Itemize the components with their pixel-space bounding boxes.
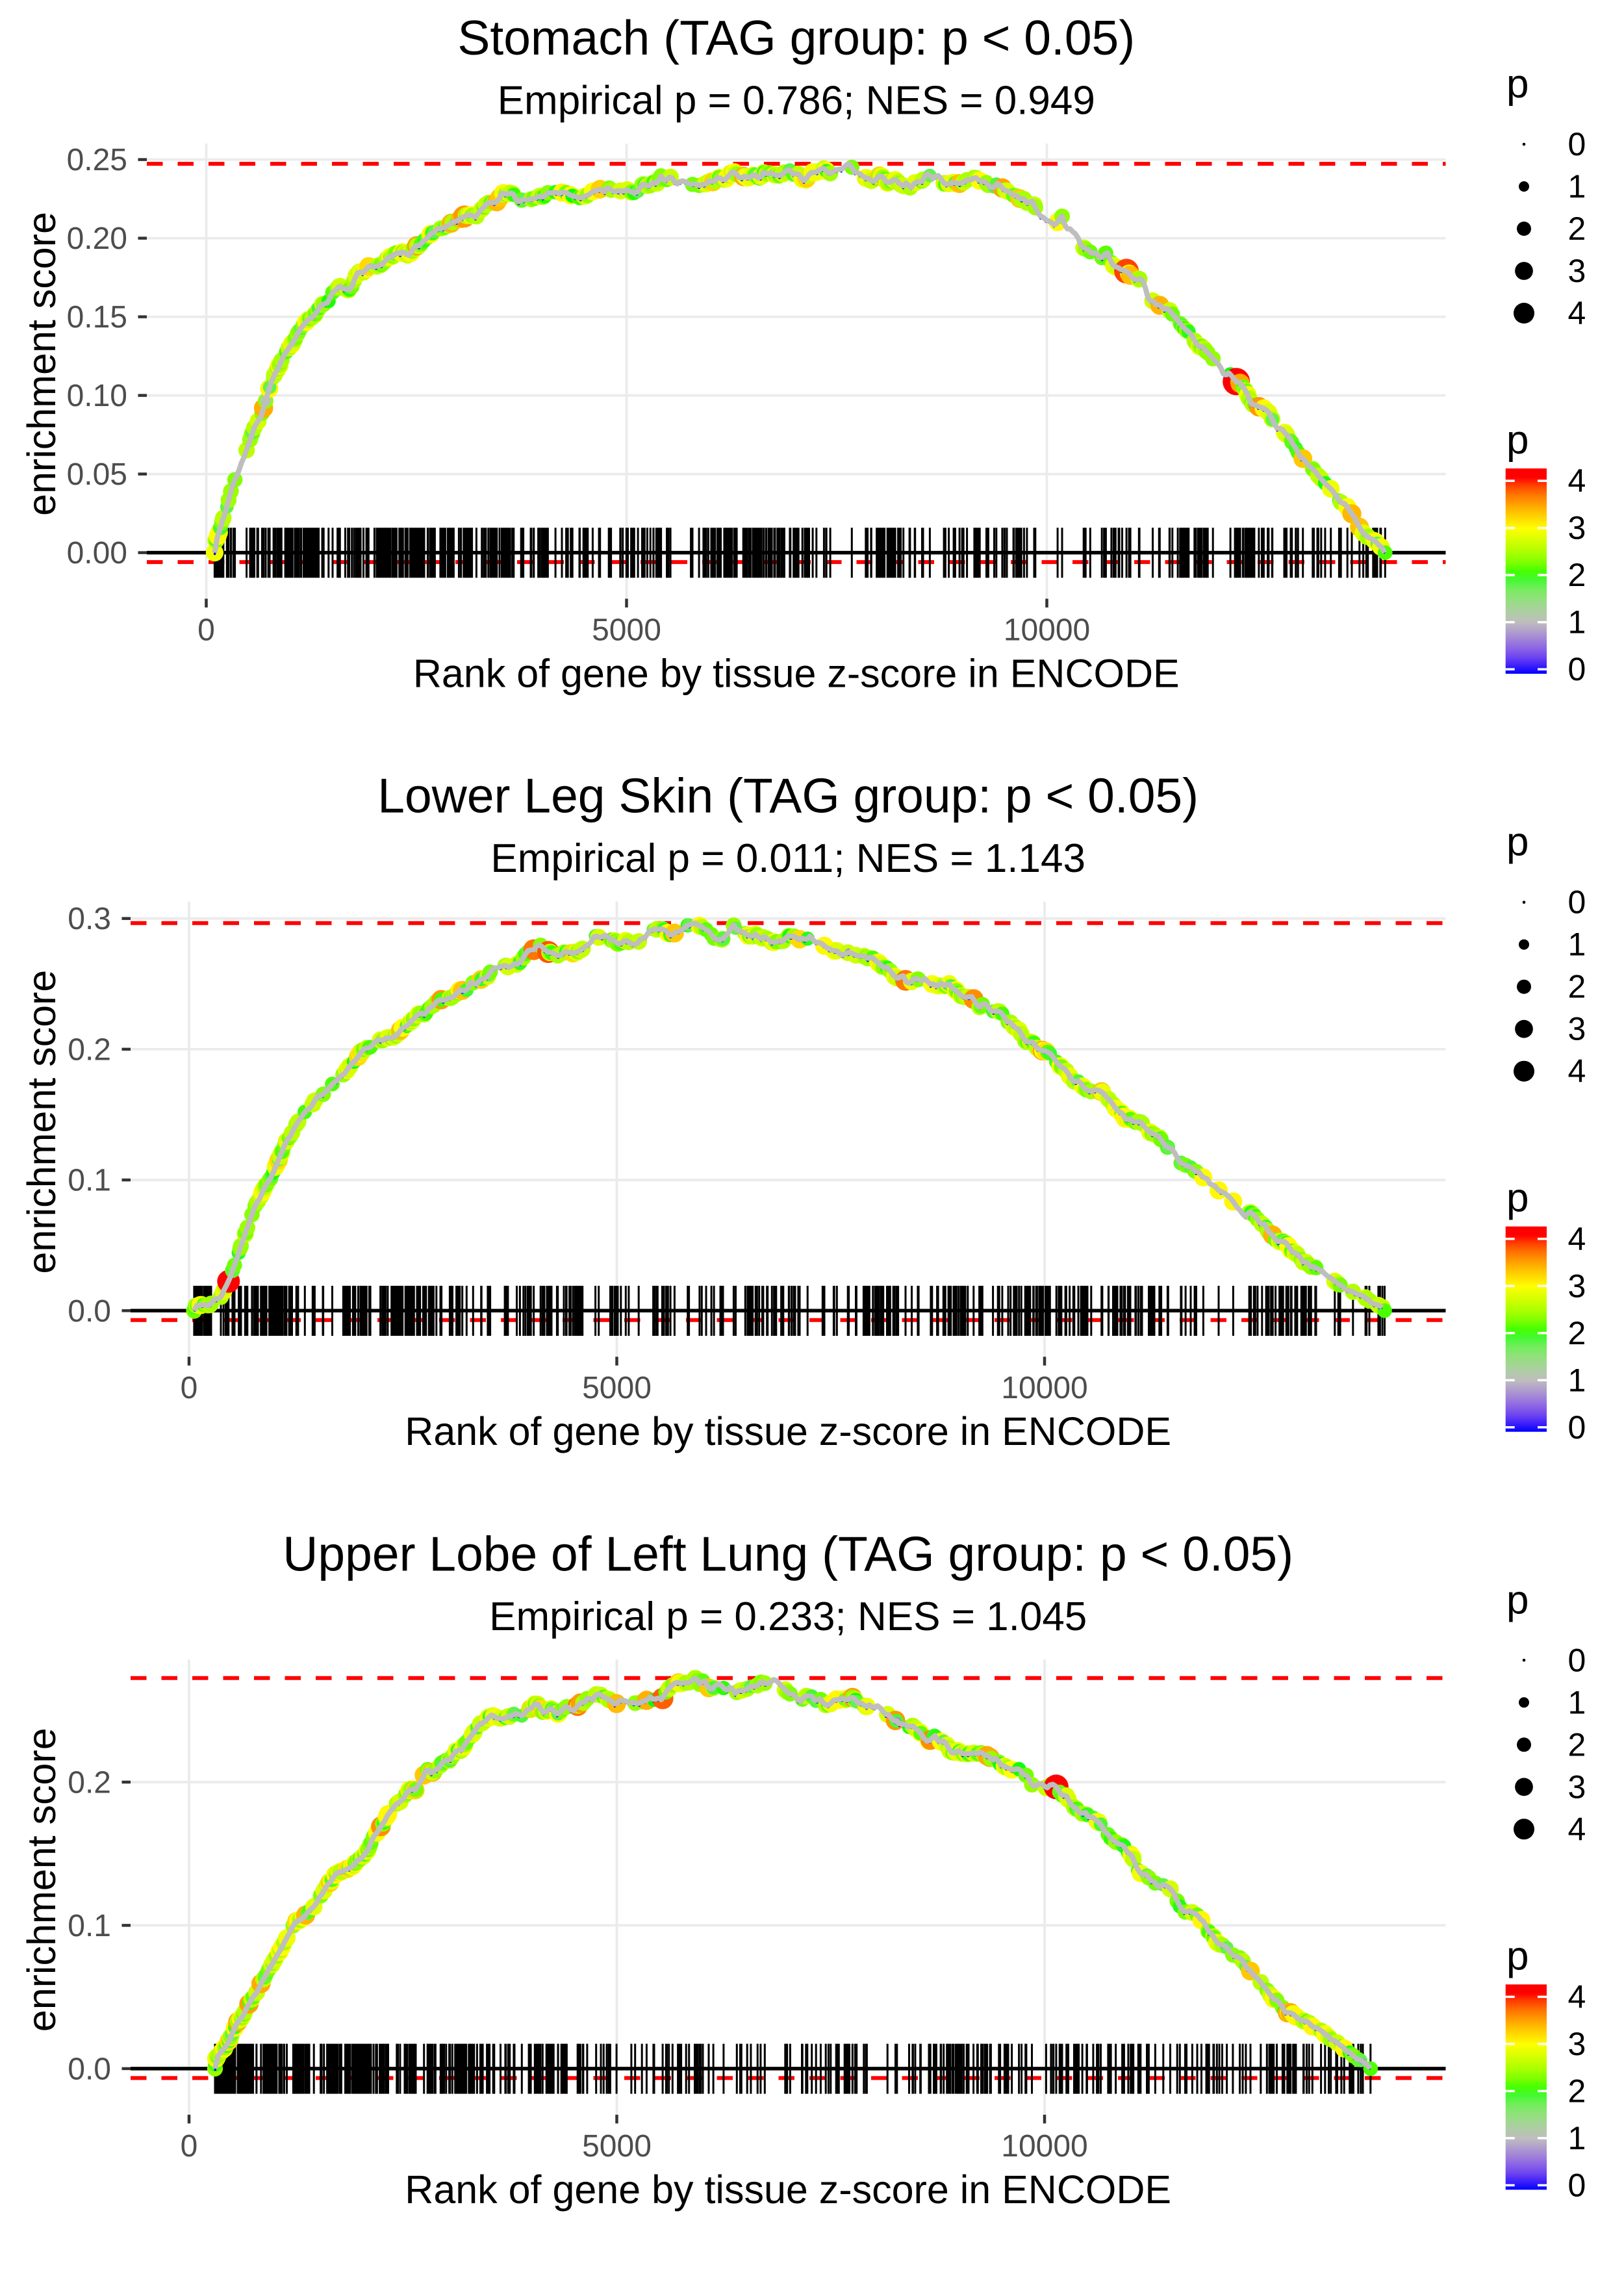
svg-text:Empirical p = 0.011; NES = 1.1: Empirical p = 0.011; NES = 1.143 <box>490 836 1085 881</box>
svg-text:0.15: 0.15 <box>67 300 127 335</box>
svg-text:Rank of gene by tissue z-score: Rank of gene by tissue z-score in ENCODE <box>413 652 1180 696</box>
svg-text:1: 1 <box>1568 2120 1586 2156</box>
svg-text:2: 2 <box>1568 1315 1586 1351</box>
svg-text:0: 0 <box>1568 1642 1586 1678</box>
svg-text:0.0: 0.0 <box>68 1294 111 1329</box>
svg-text:0: 0 <box>1568 126 1586 162</box>
svg-text:5000: 5000 <box>582 2129 652 2164</box>
svg-text:5000: 5000 <box>582 1371 652 1405</box>
svg-text:4: 4 <box>1568 295 1586 331</box>
svg-text:0.1: 0.1 <box>68 1909 111 1943</box>
svg-text:0.2: 0.2 <box>68 1032 111 1067</box>
svg-text:2: 2 <box>1568 211 1586 247</box>
svg-text:0: 0 <box>1568 2167 1586 2203</box>
svg-text:Stomach (TAG group: p < 0.05): Stomach (TAG group: p < 0.05) <box>457 10 1135 65</box>
svg-text:p: p <box>1506 820 1529 865</box>
svg-text:0.20: 0.20 <box>67 222 127 256</box>
svg-text:3: 3 <box>1568 1011 1586 1047</box>
svg-text:0: 0 <box>181 1371 198 1405</box>
svg-text:5000: 5000 <box>592 613 661 648</box>
svg-text:0.10: 0.10 <box>67 379 127 413</box>
svg-text:0: 0 <box>181 2129 198 2164</box>
svg-text:0.0: 0.0 <box>68 2052 111 2086</box>
svg-text:p: p <box>1506 1934 1529 1978</box>
svg-text:1: 1 <box>1568 1362 1586 1398</box>
svg-text:0.00: 0.00 <box>67 536 127 570</box>
svg-text:3: 3 <box>1568 2026 1586 2062</box>
svg-text:Lower Leg Skin (TAG group: p <: Lower Leg Skin (TAG group: p < 0.05) <box>377 769 1199 823</box>
svg-text:2: 2 <box>1568 1726 1586 1763</box>
svg-text:0.1: 0.1 <box>68 1164 111 1198</box>
svg-text:Empirical p = 0.786; NES = 0.9: Empirical p = 0.786; NES = 0.949 <box>498 79 1095 123</box>
svg-text:2: 2 <box>1568 2073 1586 2109</box>
svg-text:4: 4 <box>1568 1978 1586 2015</box>
svg-text:10000: 10000 <box>1001 2129 1087 2164</box>
svg-text:3: 3 <box>1568 253 1586 289</box>
svg-text:0.05: 0.05 <box>67 457 127 492</box>
svg-text:1: 1 <box>1568 1684 1586 1720</box>
svg-text:4: 4 <box>1568 1053 1586 1090</box>
svg-text:p: p <box>1506 418 1529 463</box>
svg-text:p: p <box>1506 1176 1529 1221</box>
svg-text:0: 0 <box>1568 1409 1586 1446</box>
svg-text:0.2: 0.2 <box>68 1765 111 1800</box>
svg-text:enrichment score: enrichment score <box>19 212 64 516</box>
svg-text:3: 3 <box>1568 510 1586 546</box>
svg-text:0: 0 <box>1568 884 1586 921</box>
svg-text:0.3: 0.3 <box>68 902 111 936</box>
svg-text:10000: 10000 <box>1004 613 1090 648</box>
svg-text:3: 3 <box>1568 1268 1586 1304</box>
svg-text:0: 0 <box>1568 651 1586 687</box>
svg-text:2: 2 <box>1568 557 1586 593</box>
svg-text:1: 1 <box>1568 926 1586 963</box>
svg-text:4: 4 <box>1568 1811 1586 1847</box>
svg-text:3: 3 <box>1568 1769 1586 1805</box>
svg-text:enrichment score: enrichment score <box>19 1728 64 2032</box>
svg-text:p: p <box>1506 62 1529 107</box>
svg-text:1: 1 <box>1568 604 1586 641</box>
svg-text:Empirical p = 0.233; NES = 1.0: Empirical p = 0.233; NES = 1.045 <box>489 1594 1087 1639</box>
svg-text:Upper Lobe of Left Lung (TAG g: Upper Lobe of Left Lung (TAG group: p < … <box>283 1526 1293 1581</box>
svg-text:2: 2 <box>1568 969 1586 1005</box>
svg-text:Rank of gene by tissue z-score: Rank of gene by tissue z-score in ENCODE <box>405 1409 1171 1453</box>
svg-text:0: 0 <box>197 613 215 648</box>
svg-text:p: p <box>1506 1578 1529 1622</box>
svg-text:10000: 10000 <box>1001 1371 1087 1405</box>
svg-text:Rank of gene by tissue z-score: Rank of gene by tissue z-score in ENCODE <box>405 2167 1171 2212</box>
svg-text:4: 4 <box>1568 1221 1586 1257</box>
svg-text:0.25: 0.25 <box>67 143 127 177</box>
svg-text:enrichment score: enrichment score <box>19 970 64 1274</box>
svg-text:1: 1 <box>1568 168 1586 205</box>
svg-text:4: 4 <box>1568 463 1586 499</box>
